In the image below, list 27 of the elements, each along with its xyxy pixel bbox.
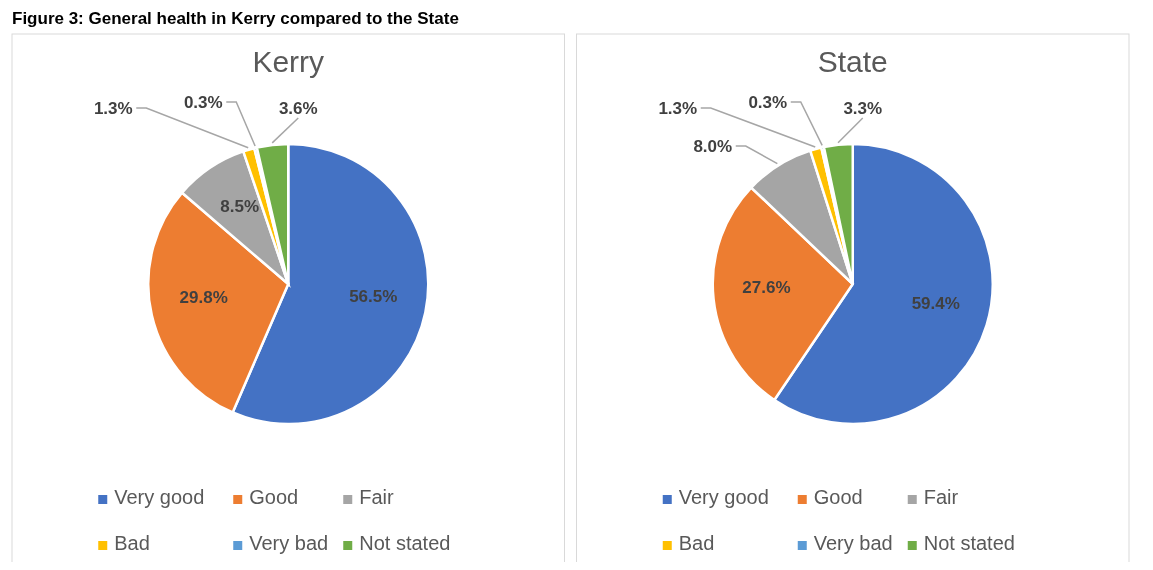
legend-label: Very good <box>678 486 769 508</box>
legend-label: Bad <box>678 532 715 554</box>
data-label: 0.3% <box>748 93 788 112</box>
chart-title: State <box>817 45 888 78</box>
legend-label: Very bad <box>813 532 893 554</box>
legend-label: Not stated <box>359 532 451 554</box>
caption: Figure 3: General health in Kerry compared to the State <box>12 9 459 28</box>
data-label: 0.3% <box>183 93 223 112</box>
legend-label: Very good <box>114 486 205 508</box>
data-label: 29.8% <box>179 288 228 308</box>
data-label: 1.3% <box>658 99 698 118</box>
data-label: 8.5% <box>220 197 260 217</box>
data-label: 3.3% <box>843 99 883 118</box>
data-label: 1.3% <box>93 99 133 118</box>
legend-label: Good <box>813 486 863 508</box>
chart-title: Kerry <box>252 45 325 78</box>
legend-label: Not stated <box>923 532 1015 554</box>
data-label: 8.0% <box>693 137 733 156</box>
legend-label: Fair <box>923 486 959 508</box>
legend-label: Fair <box>359 486 395 508</box>
legend-label: Good <box>249 486 299 508</box>
legend-label: Bad <box>114 532 150 554</box>
data-label: 59.4% <box>911 294 960 314</box>
data-label: 3.6% <box>278 99 318 118</box>
data-label: 27.6% <box>742 278 791 298</box>
data-label: 56.5% <box>349 286 398 306</box>
legend-label: Very bad <box>249 532 329 554</box>
